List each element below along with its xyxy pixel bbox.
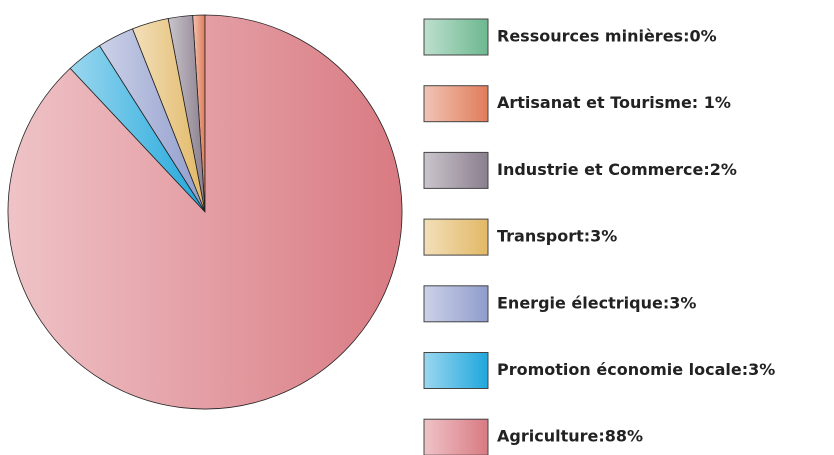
legend-swatch [423, 151, 489, 189]
legend-label: Transport:3% [497, 227, 617, 246]
legend-swatch [423, 418, 489, 455]
legend-swatch [423, 85, 489, 123]
legend-label: Ressources minières:0% [497, 27, 717, 46]
legend-swatch [423, 218, 489, 256]
legend-label: Agriculture:88% [497, 427, 643, 446]
legend-label: Promotion économie locale:3% [497, 360, 775, 379]
legend-swatch [423, 352, 489, 389]
legend-label: Energie électrique:3% [497, 293, 696, 312]
legend-label: Industrie et Commerce:2% [497, 160, 737, 179]
legend-swatch [423, 18, 489, 56]
legend-label: Artisanat et Tourisme: 1% [497, 93, 731, 112]
legend-swatch [423, 285, 489, 323]
pie-slice [7, 14, 403, 410]
